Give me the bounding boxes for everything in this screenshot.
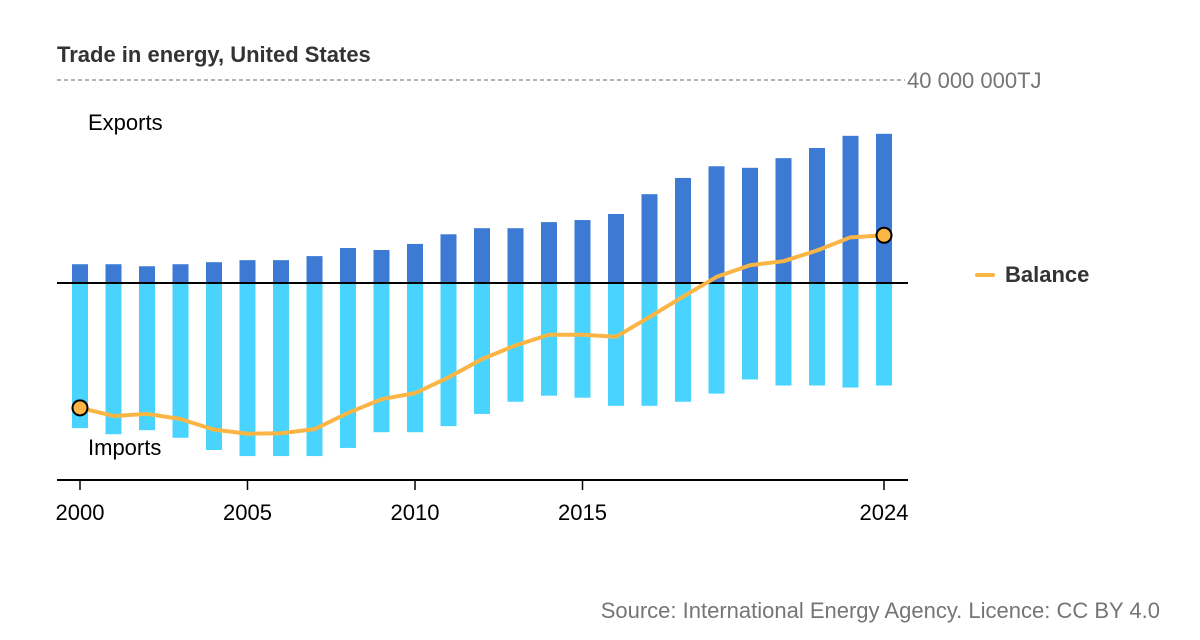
export-bar-2011 <box>440 234 457 283</box>
export-bar-2013 <box>507 228 524 283</box>
import-bar-2005 <box>239 283 256 457</box>
export-bar-2006 <box>273 260 289 283</box>
import-bar-2021 <box>775 283 792 386</box>
balance-legend-label: Balance <box>1005 262 1090 287</box>
export-bar-2019 <box>708 166 725 283</box>
export-bar-2021 <box>775 158 792 283</box>
export-bar-2012 <box>474 228 490 283</box>
export-bar-2020 <box>742 167 758 283</box>
export-bar-2023 <box>842 135 859 283</box>
balance-line <box>78 233 886 436</box>
import-bar-2008 <box>340 283 356 448</box>
x-tick-label-2005: 2005 <box>223 500 272 525</box>
import-bar-2022 <box>809 283 825 386</box>
export-bar-2002 <box>139 266 155 283</box>
export-bar-2009 <box>373 250 390 283</box>
balance-point-2000 <box>71 399 89 417</box>
legend: Balance <box>975 262 1089 288</box>
x-axis-ticks: 2000 2005 2010 2015 2024 <box>56 480 909 525</box>
source-note: Source: International Energy Agency. Lic… <box>600 598 1160 623</box>
export-bar-2014 <box>541 222 557 283</box>
x-tick-label-2024: 2024 <box>860 500 909 525</box>
export-bar-2017 <box>641 194 658 283</box>
import-bar-2018 <box>675 283 691 402</box>
export-bar-2008 <box>340 247 356 283</box>
import-bar-2024 <box>876 283 892 386</box>
exports-bars <box>72 133 892 283</box>
import-bar-2000 <box>72 283 88 429</box>
balance-point-2024 <box>875 226 893 244</box>
import-bar-2017 <box>641 283 658 406</box>
import-bar-2004 <box>206 283 222 450</box>
export-bar-2003 <box>172 264 189 283</box>
x-tick-label-2015: 2015 <box>558 500 607 525</box>
export-bar-2004 <box>206 262 222 283</box>
exports-label: Exports <box>88 110 163 135</box>
import-bar-2020 <box>742 283 758 380</box>
export-bar-2010 <box>407 243 423 283</box>
import-bar-2013 <box>507 283 524 402</box>
export-bar-2007 <box>306 256 323 283</box>
import-bar-2016 <box>608 283 624 406</box>
export-bar-2005 <box>239 260 256 283</box>
balance-legend-swatch <box>975 273 995 277</box>
export-bar-2022 <box>809 148 825 283</box>
import-bar-2009 <box>373 283 390 433</box>
export-bar-2024 <box>876 133 892 283</box>
chart-title: Trade in energy, United States <box>57 42 371 67</box>
imports-bars <box>72 283 892 457</box>
import-bar-2003 <box>172 283 189 438</box>
import-bar-2006 <box>273 283 289 457</box>
import-bar-2019 <box>708 283 725 394</box>
import-bar-2002 <box>139 283 155 431</box>
export-bar-2000 <box>72 264 88 283</box>
export-bar-2016 <box>608 213 624 283</box>
export-bar-2018 <box>675 177 691 283</box>
balance-layer <box>71 226 893 436</box>
import-bar-2011 <box>440 283 457 427</box>
export-bar-2001 <box>105 264 122 283</box>
import-bar-2023 <box>842 283 859 388</box>
x-tick-label-2000: 2000 <box>56 500 105 525</box>
import-bar-2014 <box>541 283 557 396</box>
export-bar-2015 <box>574 220 591 283</box>
import-bar-2007 <box>306 283 323 457</box>
import-bar-2015 <box>574 283 591 398</box>
import-bar-2001 <box>105 283 122 435</box>
x-tick-label-2010: 2010 <box>391 500 440 525</box>
import-bar-2012 <box>474 283 490 414</box>
imports-label: Imports <box>88 435 161 460</box>
import-bar-2010 <box>407 283 423 433</box>
top-gridline-label: 40 000 000TJ <box>907 68 1042 93</box>
